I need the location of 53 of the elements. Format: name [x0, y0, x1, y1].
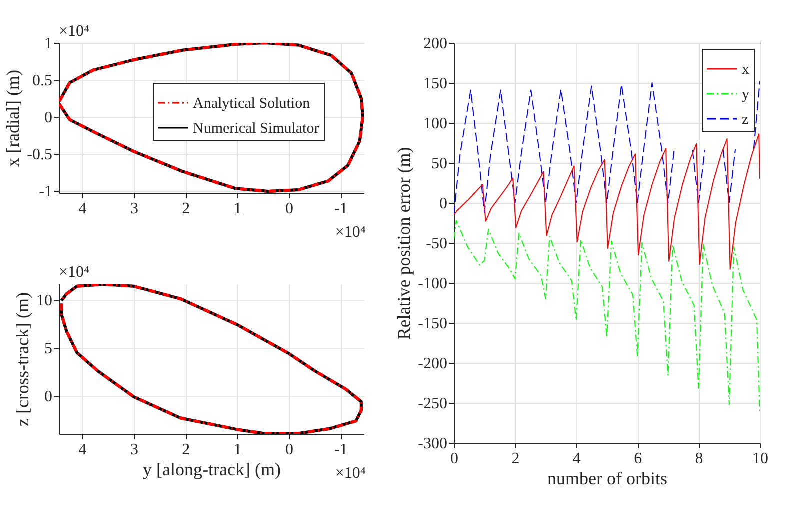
line-series — [60, 284, 363, 434]
legend-label: Numerical Simulator — [193, 121, 320, 137]
line-series — [454, 134, 760, 270]
x-tick-label: 1 — [234, 442, 242, 458]
x-tick-label: 3 — [130, 442, 138, 458]
x-tick-label: 10 — [752, 450, 768, 468]
x-tick-label: 2 — [182, 200, 190, 218]
legend-label: y — [742, 87, 750, 103]
y-tick-label: 0 — [44, 388, 52, 406]
y-tick-label: 0.5 — [32, 72, 52, 90]
y-tick-label: -0.5 — [27, 146, 52, 164]
line-series — [454, 220, 760, 414]
text: ×10⁴ — [59, 23, 90, 40]
x-tick-label: 2 — [182, 442, 190, 458]
x-tick-label: 6 — [634, 450, 642, 468]
text: ×10⁴ — [335, 465, 366, 482]
y-tick-label: -300 — [418, 436, 448, 452]
x-tick-label: 0 — [286, 442, 294, 458]
x-axis-title: number of orbits — [548, 468, 668, 488]
y-tick-label: -150 — [418, 316, 448, 332]
y-axis-title: x [radial] (m) — [3, 70, 24, 167]
x-tick-label: 2 — [512, 450, 520, 468]
y-tick-label: 10 — [36, 292, 52, 310]
x-tick-label: 4 — [572, 450, 581, 468]
legend-label: x — [742, 62, 750, 78]
legend-label: z — [742, 112, 749, 128]
text: ×10⁴ — [335, 224, 366, 241]
legend-label: Analytical Solution — [193, 96, 311, 112]
y-tick-label: 100 — [424, 116, 448, 132]
y-axis-title: z [cross-track] (m) — [12, 292, 32, 426]
x-tick-label: 1 — [234, 200, 242, 218]
y-tick-label: -250 — [418, 396, 448, 412]
y-tick-label: 1 — [44, 36, 52, 52]
y-tick-label: 50 — [432, 156, 448, 172]
y-axis-title: Relative position error (m) — [394, 147, 414, 340]
x-tick-label: 4 — [78, 200, 87, 218]
x-axis-title: y [along-track] (m) — [143, 460, 281, 480]
y-tick-label: 0 — [44, 109, 52, 126]
y-tick-label: 5 — [44, 340, 52, 358]
x-tick-label: -1 — [334, 200, 348, 218]
x-tick-label: 4 — [78, 442, 87, 458]
y-tick-label: 200 — [424, 36, 448, 52]
y-tick-label: -200 — [418, 356, 448, 372]
x-tick-label: 0 — [286, 200, 294, 218]
y-tick-label: -100 — [418, 276, 448, 292]
x-tick-label: 0 — [450, 450, 458, 468]
x-tick-label: -1 — [334, 442, 348, 458]
y-tick-label: -50 — [426, 236, 448, 252]
x-tick-label: 3 — [130, 200, 138, 218]
y-tick-label: 150 — [424, 76, 448, 92]
x-tick-label: 8 — [695, 450, 704, 468]
text: ×10⁴ — [59, 264, 90, 281]
y-tick-label: -1 — [39, 183, 52, 200]
